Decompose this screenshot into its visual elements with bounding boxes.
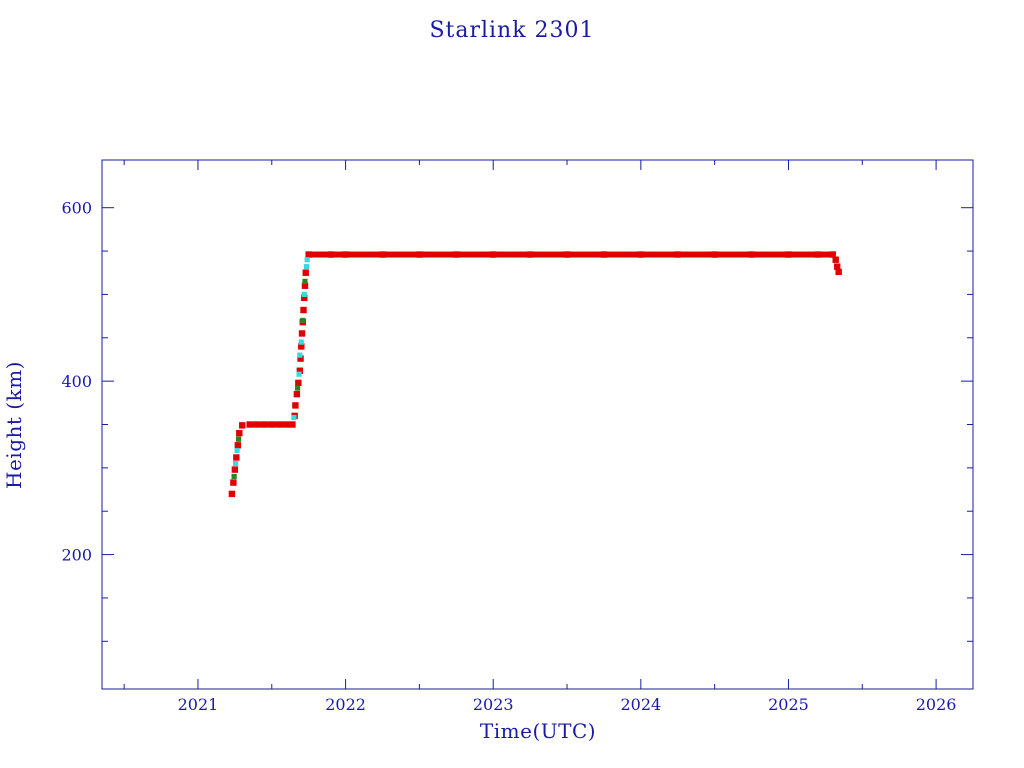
data-point — [298, 339, 304, 345]
data-point-band — [786, 251, 820, 258]
data-point-band — [417, 251, 459, 258]
data-point — [296, 371, 302, 377]
plot-frame — [101, 159, 974, 690]
data-point — [234, 442, 242, 449]
data-point — [835, 268, 842, 276]
data-point — [230, 479, 237, 486]
axis-ticks — [102, 160, 973, 689]
data-point — [239, 422, 246, 429]
data-point — [233, 454, 240, 461]
data-point-band — [675, 251, 717, 258]
data-point-band — [247, 421, 260, 428]
data-point-band — [284, 421, 295, 428]
y-tick-label: 200 — [61, 546, 92, 565]
x-tick-label: 2023 — [473, 695, 514, 714]
data-point — [298, 330, 306, 337]
data-point — [228, 490, 236, 498]
data-point — [300, 306, 307, 314]
data-point-band — [565, 251, 606, 258]
data-point — [231, 466, 239, 473]
data-point — [833, 263, 841, 270]
data-point-band — [269, 421, 282, 428]
data-point-band — [343, 251, 385, 258]
axis-tick-labels: 2021 2022 2023 2024 2025 2026 200 400 600 — [61, 199, 956, 714]
data-point — [297, 352, 303, 358]
data-point — [236, 429, 243, 437]
series-2 — [233, 257, 310, 467]
x-tick-label: 2026 — [916, 695, 957, 714]
data-point-band — [277, 421, 289, 428]
y-axis-label: Height (km) — [2, 361, 26, 489]
data-point — [235, 436, 242, 442]
data-point-band — [749, 251, 791, 258]
data-point — [298, 343, 305, 350]
y-tick-label: 400 — [61, 372, 92, 391]
data-point-band — [255, 421, 267, 428]
data-point — [300, 317, 306, 324]
data-point — [297, 355, 304, 362]
data-point — [292, 402, 299, 409]
data-point-band — [601, 251, 643, 258]
data-point — [301, 282, 309, 289]
data-point-band — [328, 251, 348, 258]
data-point — [234, 447, 240, 454]
data-point-band — [528, 251, 570, 258]
data-point — [296, 367, 304, 374]
chart-title: Starlink 2301 — [429, 18, 594, 43]
data-point — [295, 379, 302, 387]
data-point-band — [454, 251, 496, 258]
data-point — [301, 294, 308, 302]
data-points — [228, 251, 842, 498]
x-axis-label: Time(UTC) — [480, 719, 596, 743]
series-3 — [231, 278, 308, 480]
data-point — [302, 278, 308, 285]
data-point — [295, 385, 301, 391]
data-point — [291, 414, 297, 421]
x-tick-label: 2024 — [620, 695, 661, 714]
data-point-band — [712, 251, 754, 258]
data-point — [304, 257, 310, 263]
x-tick-label: 2022 — [325, 695, 366, 714]
data-point-band — [306, 251, 333, 258]
data-point-band — [491, 251, 533, 258]
data-point — [302, 269, 309, 276]
data-point — [293, 390, 301, 398]
y-tick-label: 600 — [61, 199, 92, 218]
data-point-band — [815, 251, 835, 258]
data-point-band — [638, 251, 680, 258]
data-point-band — [380, 251, 422, 258]
data-point-band — [262, 421, 274, 428]
series-1 — [228, 251, 842, 498]
data-point — [231, 473, 237, 480]
data-point — [832, 256, 839, 263]
x-tick-label: 2021 — [178, 695, 219, 714]
x-tick-label: 2025 — [768, 695, 809, 714]
data-point — [301, 291, 307, 298]
data-point — [303, 264, 310, 270]
data-point — [233, 460, 239, 467]
